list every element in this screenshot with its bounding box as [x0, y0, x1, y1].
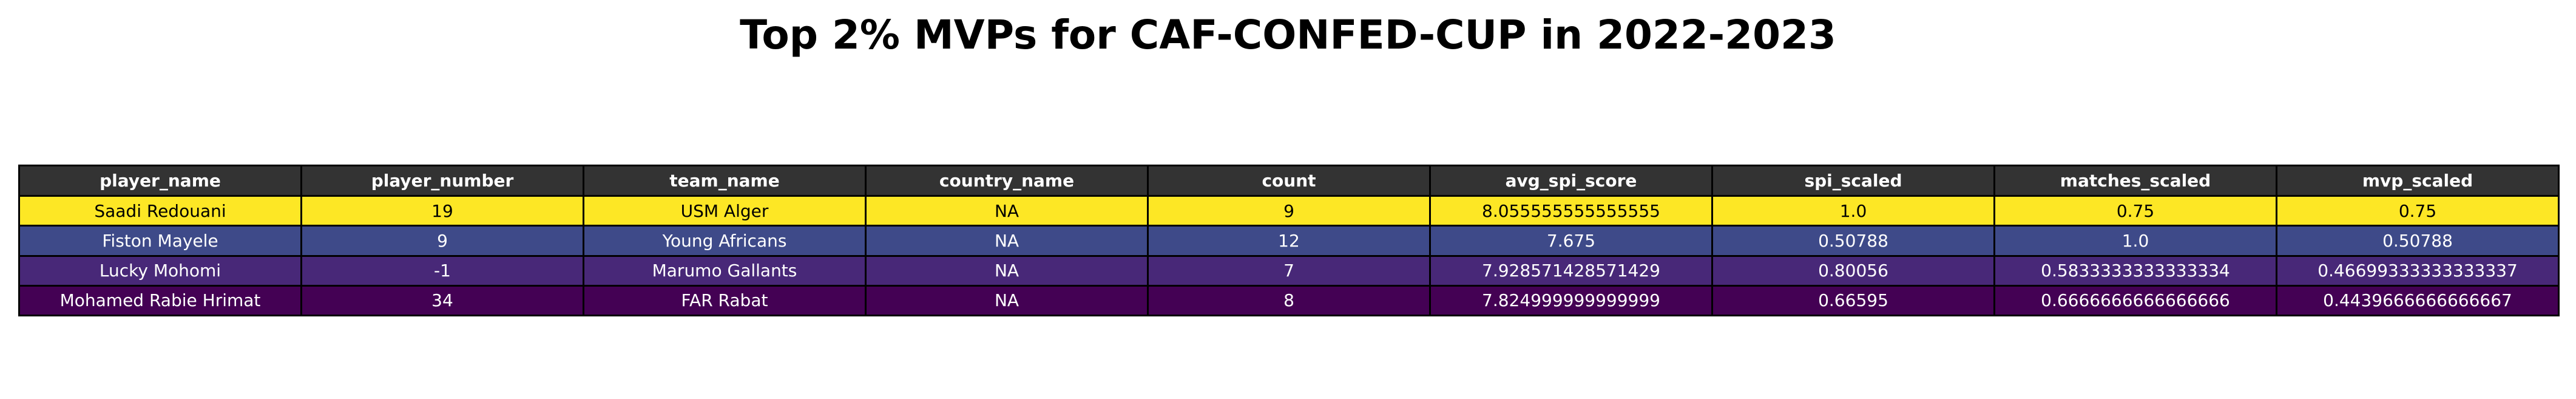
table-cell-mvp-scaled: 0.75	[2276, 194, 2560, 227]
table-cell-player-name: Fiston Mayele	[18, 225, 302, 257]
table-cell-matches-scaled: 0.5833333333333334	[1993, 254, 2277, 287]
table-cell-count: 9	[1147, 194, 1431, 227]
table-cell-country-name: NA	[865, 194, 1149, 227]
table-cell-avg-spi-score: 8.055555555555555	[1429, 194, 1713, 227]
table-cell-spi-scaled: 1.0	[1711, 194, 1995, 227]
column-header-matches-scaled: matches_scaled	[1993, 165, 2277, 197]
table-cell-player-number: 34	[300, 284, 584, 317]
column-header-spi-scaled: spi_scaled	[1711, 165, 1995, 197]
column-header-avg-spi-score: avg_spi_score	[1429, 165, 1713, 197]
table-cell-spi-scaled: 0.66595	[1711, 284, 1995, 317]
column-header-count: count	[1147, 165, 1431, 197]
table-row: Lucky Mohomi -1 Marumo Gallants NA 7 7.928571…	[18, 254, 2560, 287]
table-cell-avg-spi-score: 7.824999999999999	[1429, 284, 1713, 317]
table-cell-player-number: 19	[300, 194, 584, 227]
table-header-row: player_name player_number team_name country…	[18, 165, 2560, 197]
table-cell-spi-scaled: 0.80056	[1711, 254, 1995, 287]
table-row: Saadi Redouani 19 USM Alger NA 9 8.0555555555…	[18, 194, 2560, 227]
table-cell-count: 7	[1147, 254, 1431, 287]
table-cell-count: 12	[1147, 225, 1431, 257]
table-cell-matches-scaled: 0.6666666666666666	[1993, 284, 2277, 317]
table-cell-team-name: Young Africans	[583, 225, 867, 257]
table-cell-avg-spi-score: 7.928571428571429	[1429, 254, 1713, 287]
table-cell-mvp-scaled: 0.4439666666666667	[2276, 284, 2560, 317]
column-header-player-number: player_number	[300, 165, 584, 197]
table-cell-player-name: Saadi Redouani	[18, 194, 302, 227]
table-cell-player-name: Lucky Mohomi	[18, 254, 302, 287]
table-cell-player-name: Mohamed Rabie Hrimat	[18, 284, 302, 317]
table-cell-country-name: NA	[865, 225, 1149, 257]
table-cell-country-name: NA	[865, 254, 1149, 287]
table-cell-matches-scaled: 0.75	[1993, 194, 2277, 227]
table-cell-player-number: 9	[300, 225, 584, 257]
mvp-table: player_name player_number team_name country…	[18, 165, 2560, 317]
table-cell-mvp-scaled: 0.50788	[2276, 225, 2560, 257]
column-header-player-name: player_name	[18, 165, 302, 197]
table-body: Saadi Redouani 19 USM Alger NA 9 8.0555555555…	[18, 194, 2560, 317]
column-header-mvp-scaled: mvp_scaled	[2276, 165, 2560, 197]
table-row: Mohamed Rabie Hrimat 34 FAR Rabat NA 8 7.8249…	[18, 284, 2560, 317]
column-header-team-name: team_name	[583, 165, 867, 197]
table-cell-team-name: USM Alger	[583, 194, 867, 227]
table-cell-avg-spi-score: 7.675	[1429, 225, 1713, 257]
table-cell-spi-scaled: 0.50788	[1711, 225, 1995, 257]
table-row: Fiston Mayele 9 Young Africans NA 12 7.675 0.5…	[18, 225, 2560, 257]
table-cell-team-name: FAR Rabat	[583, 284, 867, 317]
table-cell-team-name: Marumo Gallants	[583, 254, 867, 287]
table-cell-count: 8	[1147, 284, 1431, 317]
table-cell-country-name: NA	[865, 284, 1149, 317]
table-cell-matches-scaled: 1.0	[1993, 225, 2277, 257]
table-cell-player-number: -1	[300, 254, 584, 287]
chart-title: Top 2% MVPs for CAF-CONFED-CUP in 2022-2…	[740, 12, 1836, 58]
table-cell-mvp-scaled: 0.46699333333333337	[2276, 254, 2560, 287]
column-header-country-name: country_name	[865, 165, 1149, 197]
